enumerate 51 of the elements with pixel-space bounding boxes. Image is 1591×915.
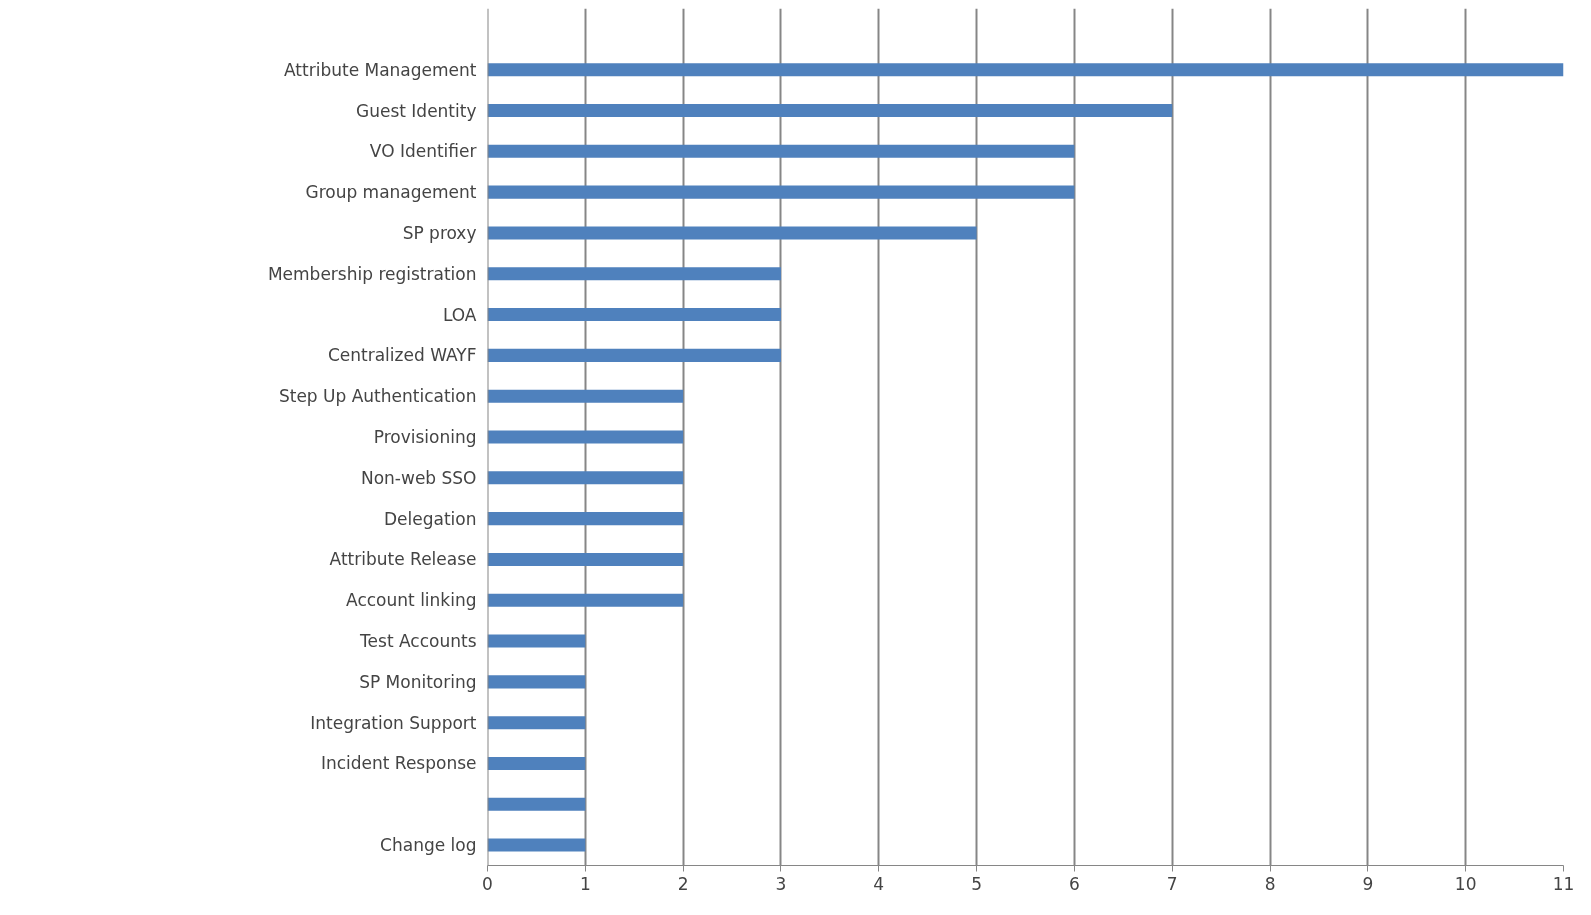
x-tick-label: 2 <box>677 873 689 894</box>
bar <box>487 103 1173 118</box>
x-tick-label: 0 <box>482 873 493 894</box>
bar <box>487 185 1075 199</box>
bar <box>487 634 586 648</box>
bar <box>487 797 586 811</box>
bar <box>487 267 781 281</box>
x-tick-label: 1 <box>579 873 591 894</box>
bar <box>487 63 1564 77</box>
y-tick-label: Delegation <box>384 508 477 529</box>
bar <box>487 552 684 566</box>
bar <box>487 756 586 771</box>
y-tick-label: Attribute Release <box>329 549 477 570</box>
y-tick-label: Test Accounts <box>359 631 477 652</box>
x-tick-label: 6 <box>1069 873 1080 894</box>
y-tick-label: Integration Support <box>310 712 477 733</box>
bar <box>487 593 684 607</box>
y-tick-label: Group management <box>305 182 477 203</box>
y-tick-label: SP proxy <box>402 222 477 243</box>
x-tick-label: 5 <box>971 873 983 894</box>
y-tick-label: Non-web SSO <box>360 467 477 488</box>
x-tick-label: 7 <box>1166 873 1178 894</box>
x-tick-label: 8 <box>1264 873 1276 894</box>
bar <box>487 348 781 362</box>
x-tick-label: 9 <box>1362 873 1374 894</box>
bar <box>487 716 586 730</box>
y-tick-label: Provisioning <box>373 427 477 447</box>
x-tick-label: 10 <box>1454 873 1477 894</box>
bar <box>487 226 977 240</box>
x-tick-label: 11 <box>1552 873 1575 894</box>
y-tick-label: Incident Response <box>320 753 477 774</box>
x-tick-label: 4 <box>873 873 885 894</box>
bar <box>487 308 781 322</box>
bar <box>487 389 684 403</box>
y-tick-label: Change log <box>380 835 477 856</box>
y-tick-label: Attribute Management <box>284 59 477 80</box>
y-tick-label: Step Up Authentication <box>278 386 477 407</box>
bar <box>487 144 1075 158</box>
bar <box>487 471 684 485</box>
x-tick-label: 3 <box>775 873 787 894</box>
y-tick-label: SP Monitoring <box>359 671 477 692</box>
y-tick-label: Guest Identity <box>356 100 477 121</box>
bar <box>487 430 684 444</box>
bar <box>487 512 684 526</box>
bar <box>487 675 586 689</box>
y-tick-label: LOA <box>442 304 477 325</box>
y-tick-label: Membership registration <box>267 263 477 284</box>
y-tick-label: Centralized WAYF <box>327 345 477 366</box>
bar <box>487 838 586 852</box>
y-tick-label: VO Identifier <box>369 141 477 162</box>
y-tick-label: Account linking <box>346 590 477 611</box>
